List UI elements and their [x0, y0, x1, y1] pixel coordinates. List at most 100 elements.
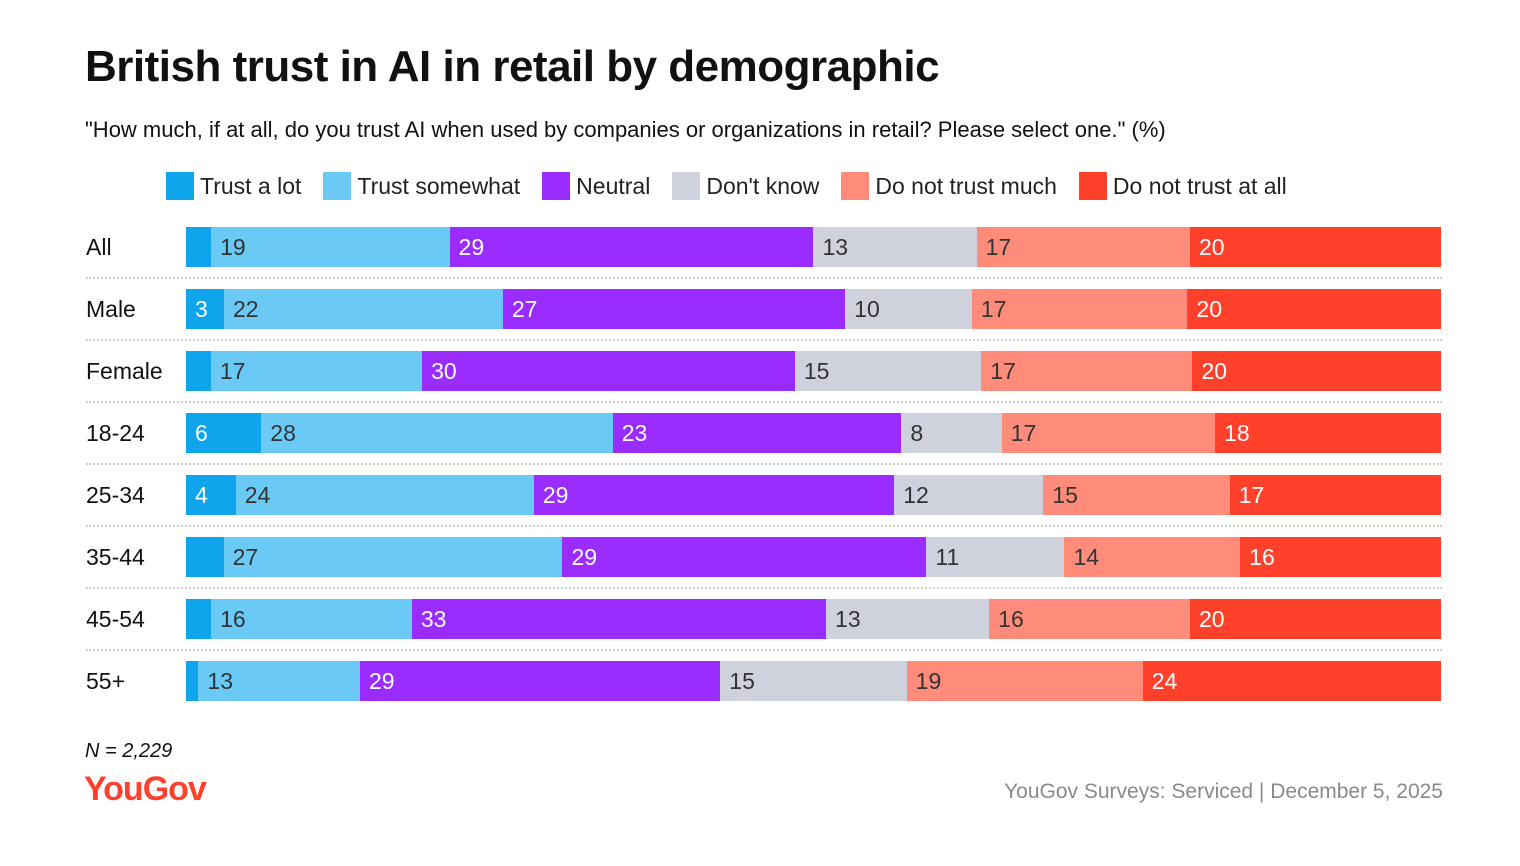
data-label: 6 [195, 420, 208, 446]
chart-title: British trust in AI in retail by demogra… [85, 42, 940, 91]
data-label: 19 [915, 668, 942, 694]
legend-label: Trust a lot [200, 172, 302, 199]
row-label: 25-34 [86, 482, 145, 508]
bar-segment: 16 [1240, 537, 1441, 577]
bar-segment: 17 [981, 351, 1193, 391]
data-label: 20 [1198, 234, 1225, 260]
data-label: 16 [998, 606, 1024, 632]
row-label: 55+ [86, 668, 126, 694]
data-label: 17 [980, 296, 1007, 322]
row-label: Female [86, 358, 163, 384]
data-label: 29 [571, 544, 598, 570]
legend: Trust a lot Trust somewhat Neutral Don't kn… [166, 172, 1287, 200]
data-label: 14 [1073, 544, 1100, 570]
bar-segment: 20 [1192, 351, 1441, 391]
legend-swatch [1078, 172, 1107, 200]
data-label: 22 [233, 296, 259, 322]
stacked-bar: 13 29 15 19 24 [186, 661, 1441, 701]
bar-segment: 27 [502, 289, 846, 329]
yougov-logo: YouGov [84, 770, 207, 808]
data-label: 23 [621, 420, 648, 446]
data-label: 16 [220, 606, 246, 632]
bar-segment: 28 [261, 413, 613, 453]
row-label: 18-24 [86, 420, 145, 446]
data-label: 17 [219, 358, 246, 384]
bar-segment: 17 [210, 351, 423, 391]
bar-segment: 15 [1043, 475, 1230, 515]
data-label: 18 [1224, 420, 1250, 446]
bar-segment: 23 [612, 413, 902, 453]
data-label: 8 [910, 420, 924, 446]
bar-segment: 18 [1215, 413, 1441, 453]
bar-segment: 17 [976, 227, 1190, 267]
data-label: 24 [244, 482, 271, 508]
data-label: 13 [207, 668, 234, 694]
bar-segment: 14 [1064, 537, 1241, 577]
bar-segment: 29 [359, 661, 721, 701]
bar-segment: 17 [971, 289, 1188, 329]
row-label: 35-44 [86, 544, 145, 570]
bar-segment: 24 [1142, 661, 1441, 701]
data-label: 11 [935, 544, 960, 570]
data-label: 27 [511, 296, 538, 322]
data-label: 29 [542, 482, 569, 508]
legend-swatch [542, 172, 571, 200]
bar-segment: 13 [198, 661, 360, 701]
bar-segment: 11 [926, 537, 1065, 577]
row-label: Male [86, 296, 136, 322]
data-label: 17 [990, 358, 1016, 384]
data-label: 10 [854, 296, 880, 322]
data-label: 29 [458, 234, 485, 260]
row-separator [86, 463, 1442, 465]
stacked-bar: 19 29 13 17 20 [186, 227, 1441, 267]
data-label: 27 [232, 544, 259, 570]
row-separator [86, 277, 1442, 279]
bar-segment: 27 [223, 537, 563, 577]
bar-segment: 17 [1229, 475, 1441, 515]
stacked-bar: 27 29 11 14 16 [186, 537, 1441, 577]
data-label: 17 [1010, 420, 1037, 446]
bar-segment: 16 [211, 599, 412, 639]
legend-swatch [323, 172, 352, 200]
legend-label: Trust somewhat [357, 172, 521, 199]
legend-swatch [166, 172, 194, 200]
data-label: 17 [985, 234, 1012, 260]
data-label: 4 [195, 482, 208, 508]
stacked-bar: 17 30 15 17 20 [186, 351, 1441, 391]
data-label: 28 [270, 420, 296, 446]
legend-label: Do not trust much [875, 172, 1057, 199]
bar-segment [186, 537, 224, 577]
bar-segment: 10 [845, 289, 972, 329]
data-label: 3 [195, 296, 208, 322]
data-label: 15 [1052, 482, 1078, 508]
legend-label: Do not trust at all [1112, 172, 1287, 199]
legend-item: Do not trust much [841, 172, 1057, 200]
bar-segment: 13 [826, 599, 990, 639]
data-label: 20 [1196, 296, 1223, 322]
bar-segment [186, 351, 211, 391]
legend-swatch [841, 172, 870, 200]
bar-segment: 20 [1187, 289, 1441, 329]
data-label: 20 [1198, 606, 1225, 632]
row-separator [86, 401, 1442, 403]
bar-segment: 6 [186, 413, 262, 453]
bar-segment: 19 [906, 661, 1143, 701]
bar-segment: 20 [1189, 227, 1441, 267]
row-label: All [86, 234, 112, 260]
row-label: 45-54 [86, 606, 145, 632]
bar-segment: 29 [449, 227, 814, 267]
legend-item: Don't know [672, 172, 819, 200]
bar-segment: 33 [411, 599, 827, 639]
data-label: 19 [220, 234, 246, 260]
chart-subtitle: "How much, if at all, do you trust AI wh… [85, 117, 1166, 142]
row-separator [86, 525, 1442, 527]
bar-segment: 13 [813, 227, 977, 267]
stacked-bar: 4 24 29 12 15 17 [186, 475, 1441, 515]
data-label: 13 [822, 234, 849, 260]
bar-segment: 16 [989, 599, 1190, 639]
bar-segment [186, 661, 199, 701]
bar-segment [186, 599, 212, 639]
data-label: 13 [835, 606, 861, 632]
bar-segment: 3 [186, 289, 225, 329]
bar-segment: 29 [562, 537, 927, 577]
